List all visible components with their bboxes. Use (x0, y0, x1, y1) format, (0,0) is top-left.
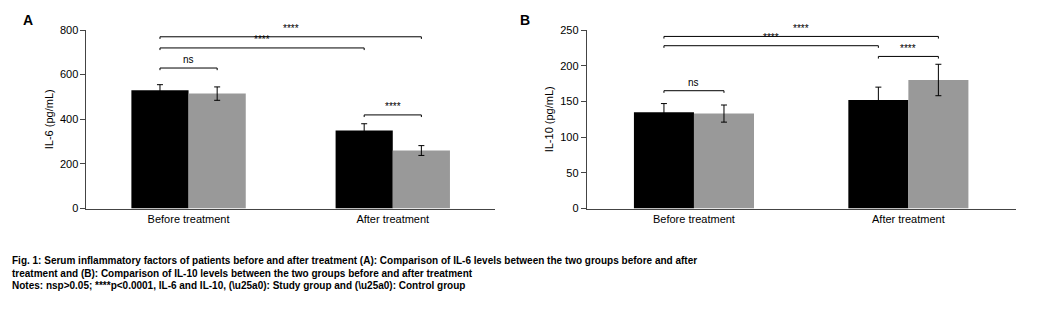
svg-text:ns: ns (688, 77, 699, 88)
svg-text:****: **** (793, 23, 809, 34)
svg-text:150: 150 (560, 95, 578, 107)
svg-text:200: 200 (60, 158, 78, 170)
svg-text:****: **** (254, 34, 270, 45)
svg-text:0: 0 (572, 202, 578, 214)
svg-text:800: 800 (60, 24, 78, 36)
svg-text:IL-10 (pg/mL): IL-10 (pg/mL) (543, 86, 555, 152)
svg-text:****: **** (763, 32, 779, 43)
svg-text:0: 0 (72, 202, 78, 214)
svg-text:****: **** (900, 43, 916, 54)
svg-text:****: **** (385, 101, 401, 112)
svg-text:After treatment: After treatment (356, 213, 429, 225)
svg-text:Before treatment: Before treatment (148, 213, 230, 225)
svg-text:250: 250 (560, 24, 578, 36)
svg-text:ns: ns (183, 54, 194, 65)
svg-text:A: A (23, 12, 33, 28)
svg-text:200: 200 (560, 60, 578, 72)
svg-text:IL-6 (pg/mL): IL-6 (pg/mL) (43, 89, 55, 149)
svg-text:treatment and (B): Comparison: treatment and (B): Comparison of IL-10 l… (12, 268, 473, 279)
svg-text:400: 400 (60, 113, 78, 125)
svg-text:Before treatment: Before treatment (653, 213, 735, 225)
svg-text:After treatment: After treatment (872, 213, 945, 225)
svg-text:****: **** (283, 23, 299, 34)
svg-text:Notes: nsp>0.05; ****p<0.0001,: Notes: nsp>0.05; ****p<0.0001, IL-6 and … (12, 280, 465, 291)
svg-text:100: 100 (560, 131, 578, 143)
svg-text:Fig. 1: Serum inflammatory fac: Fig. 1: Serum inflammatory factors of pa… (12, 255, 697, 266)
svg-text:50: 50 (566, 167, 578, 179)
svg-text:B: B (520, 12, 530, 28)
svg-text:600: 600 (60, 68, 78, 80)
